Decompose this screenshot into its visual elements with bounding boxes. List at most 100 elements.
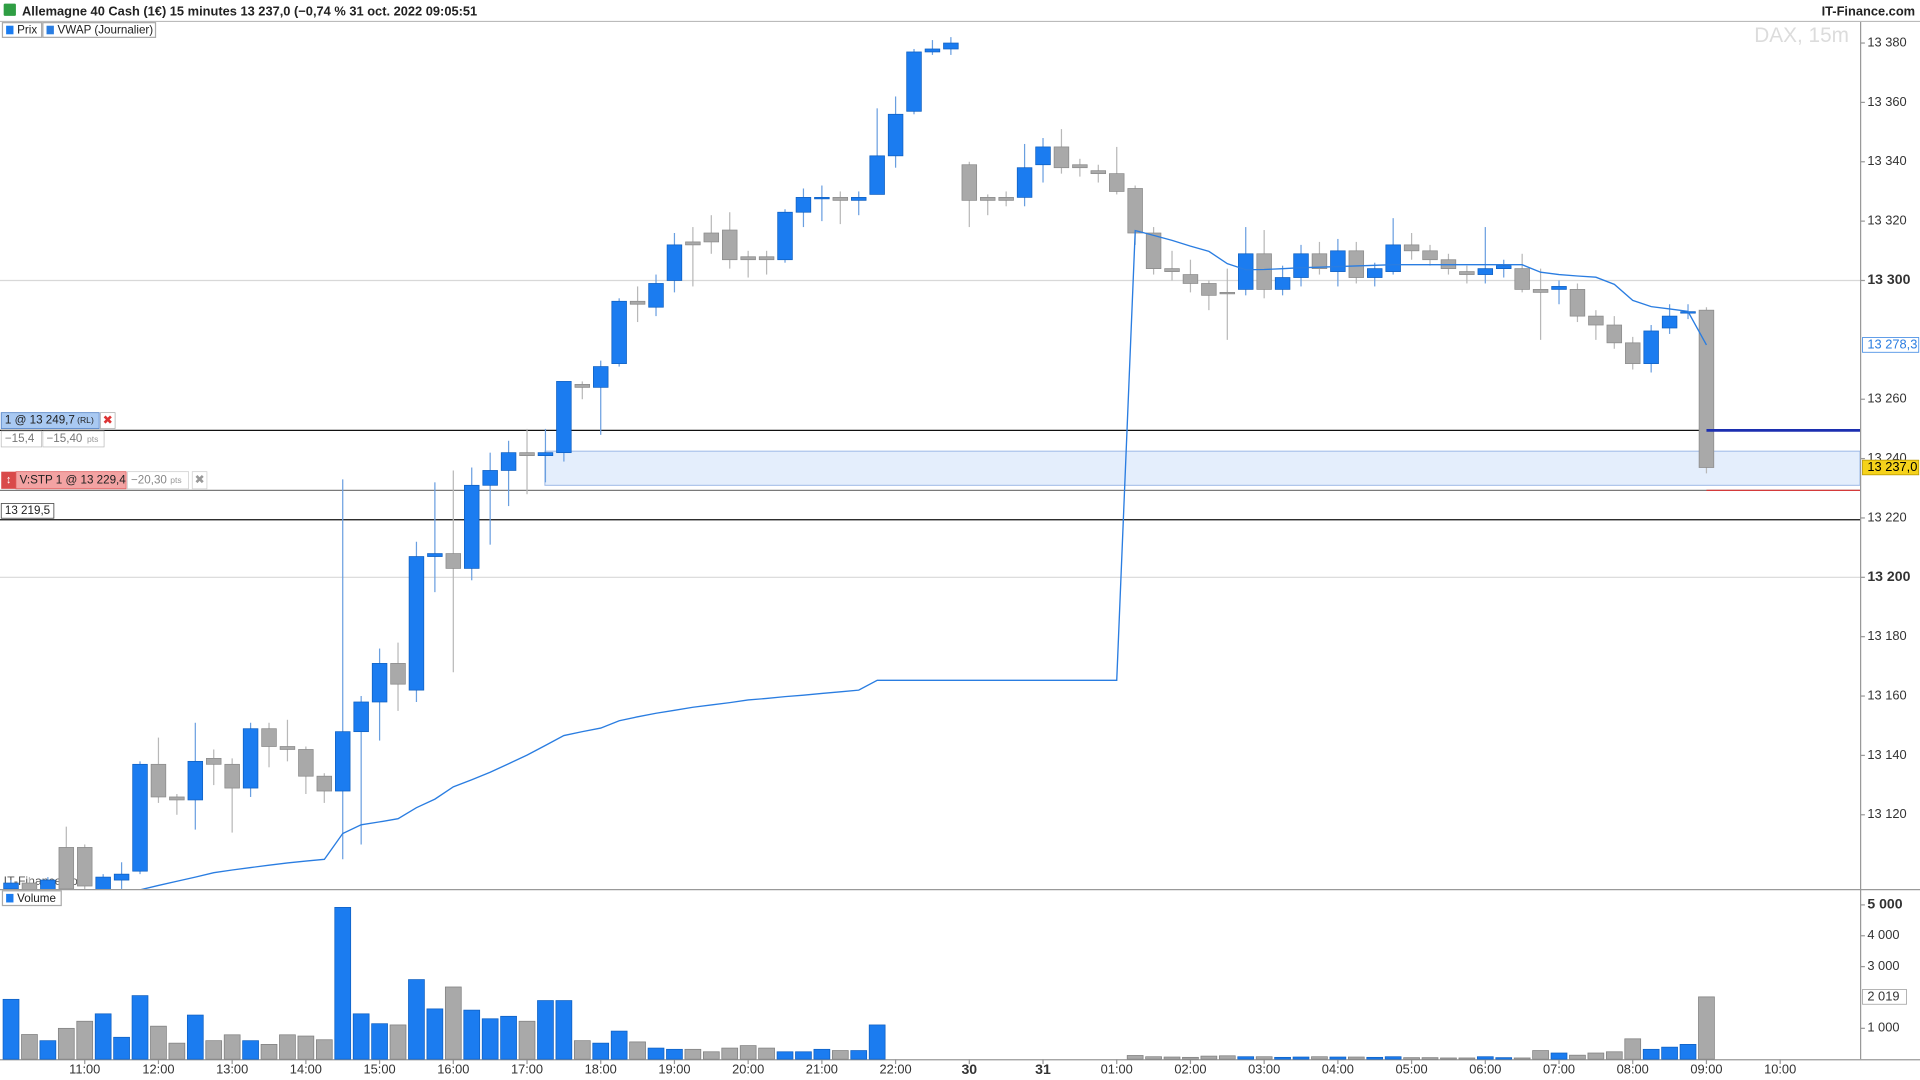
volume-bar: [113, 1036, 130, 1060]
order-close-icon: ✖: [103, 413, 113, 427]
legend-swatch: [6, 893, 14, 903]
candle-body: [851, 197, 867, 201]
volume-bar: [647, 1047, 665, 1060]
volume-bar: [463, 1009, 481, 1060]
volume-bar: [315, 1039, 333, 1060]
candle-body: [1385, 244, 1401, 272]
candle-body: [1514, 268, 1530, 290]
candle-body: [1532, 289, 1549, 293]
volume-bar: [868, 1024, 886, 1060]
header-brand[interactable]: IT-Finance.com: [1822, 4, 1916, 19]
order-close[interactable]: [100, 412, 116, 429]
x-tick-label: 18:00: [585, 1062, 617, 1077]
volume-bar: [813, 1048, 831, 1060]
volume-bar: [371, 1023, 388, 1060]
candle-body: [814, 197, 830, 200]
candle-body: [1127, 188, 1143, 234]
candle-body: [150, 763, 167, 798]
candle-body: [832, 197, 849, 201]
volume-bar: [1587, 1052, 1605, 1060]
volume-bar: [1329, 1056, 1347, 1060]
volume-bar: [1182, 1056, 1199, 1060]
legend-box[interactable]: [1, 890, 62, 907]
volume-bar: [1384, 1056, 1402, 1060]
x-tick-label: 05:00: [1396, 1062, 1428, 1077]
candle-body: [169, 796, 185, 801]
candle-body: [1238, 253, 1254, 290]
candle-body: [113, 873, 130, 881]
x-tick-label: 30: [961, 1061, 977, 1077]
volume-bar: [1495, 1057, 1513, 1060]
volume-bar: [518, 1020, 536, 1060]
pnl: −15,4: [5, 432, 35, 445]
candle-body: [906, 51, 922, 112]
volume-bar: [481, 1018, 499, 1060]
volume-bar: [739, 1045, 757, 1060]
candle-body: [556, 381, 572, 454]
legend: Prix VWAP (Journalier) Volume: [1, 22, 157, 907]
volume-last-label: 2 019: [1867, 988, 1899, 1003]
volume-bar: [1440, 1057, 1457, 1060]
candle-body: [1016, 167, 1033, 198]
candle-body: [1477, 268, 1494, 275]
candle-body: [1164, 268, 1180, 272]
volume-bar: [1145, 1056, 1162, 1060]
candle-body: [445, 553, 462, 569]
volume-bar: [334, 906, 352, 1060]
price-last-box: [1862, 459, 1920, 476]
legend-swatch: [6, 25, 14, 35]
x-tick-label: 11:00: [69, 1062, 100, 1077]
order-zone: [544, 450, 1860, 486]
x-tick-label: 16:00: [437, 1062, 469, 1077]
x-tick-label: 20:00: [732, 1062, 764, 1077]
volume-bar: [1366, 1056, 1384, 1060]
volume-bar: [39, 1040, 57, 1060]
candle-body: [611, 300, 627, 364]
volume-bar: [76, 1020, 94, 1060]
y-tick-label: 13 340: [1867, 153, 1906, 168]
candle-body: [980, 197, 996, 201]
volume-bar: [555, 1000, 573, 1060]
volume-bar: [389, 1024, 407, 1060]
candle-body: [1643, 330, 1659, 364]
stop-close[interactable]: [191, 471, 208, 490]
volume-bar: [1698, 996, 1715, 1060]
candle-body: [1201, 283, 1217, 296]
volume-bar: [1421, 1057, 1439, 1060]
x-tick-label: 31: [1035, 1061, 1051, 1077]
x-tick-label: 22:00: [880, 1062, 912, 1077]
candle-body: [1109, 173, 1125, 192]
candle-body: [1606, 324, 1623, 344]
candle-body: [629, 300, 646, 305]
y-tick-label: 3 000: [1867, 958, 1899, 973]
volume-bar: [1126, 1055, 1144, 1060]
candle-body: [427, 553, 443, 557]
candle-body: [187, 760, 204, 801]
candle-body: [1422, 250, 1438, 261]
candle-body: [1661, 315, 1678, 329]
volume-bar: [573, 1040, 591, 1060]
stop-icon[interactable]: [1, 471, 16, 489]
legend-box[interactable]: [42, 22, 157, 38]
stop-label: V:STP 1 @ 13 229,4: [20, 473, 127, 486]
candle-body: [869, 155, 885, 195]
candle-body: [1090, 170, 1107, 175]
candle-body: [1588, 315, 1604, 326]
x-tick-label: 17:00: [511, 1062, 543, 1077]
y-tick-label: 4 000: [1867, 927, 1899, 942]
stop-pnl: −20,30: [131, 473, 167, 486]
vwap-line: [140, 229, 1708, 889]
pnl-unit: pts: [87, 434, 98, 444]
header-title: Allemagne 40 Cash (1€) 15 minutes 13 237…: [22, 4, 477, 19]
y-tick-label: 13 380: [1867, 34, 1906, 49]
watermark: DAX, 15m: [1754, 24, 1849, 47]
candle-body: [1348, 250, 1365, 278]
price-last-label: 13 237,0: [1867, 459, 1917, 474]
y-tick-label: 13 360: [1867, 94, 1906, 109]
stop-box[interactable]: [15, 471, 127, 490]
y-tick-label: 13 140: [1867, 747, 1906, 762]
volume-bar: [260, 1044, 278, 1060]
order-box[interactable]: [0, 412, 100, 430]
